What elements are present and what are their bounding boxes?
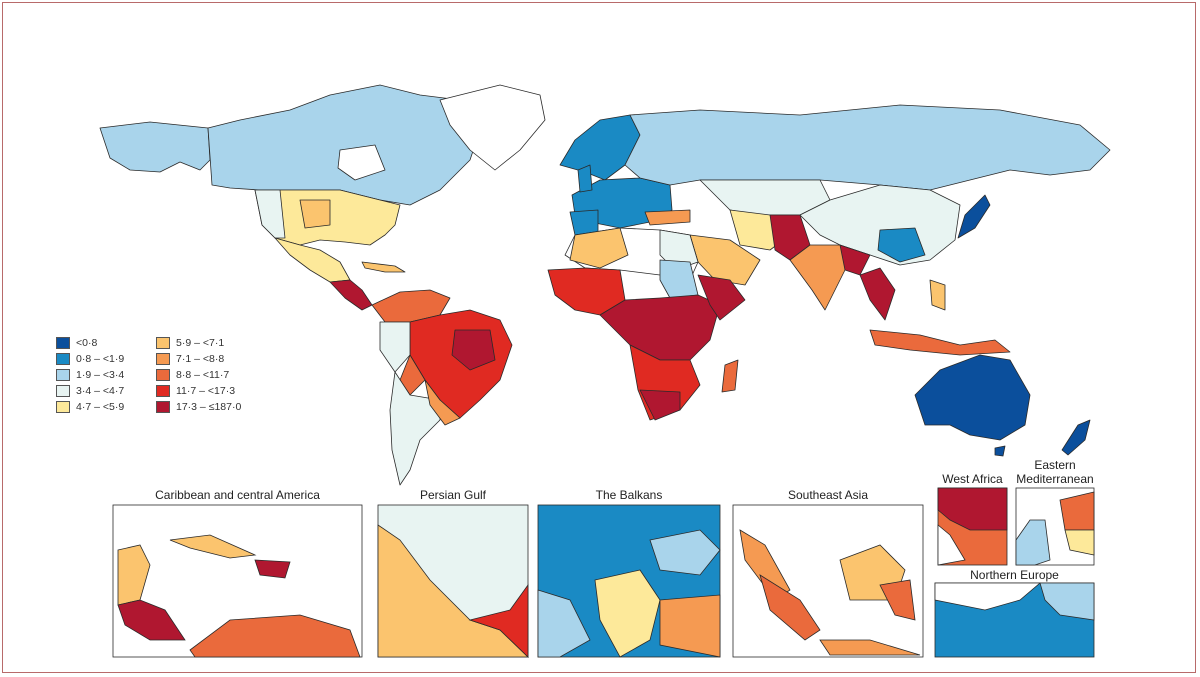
inset-caribbean-land	[117, 544, 151, 606]
region-new-zealand	[1061, 419, 1091, 456]
inset-balkans-italy	[537, 589, 591, 658]
inset-balkans-romania	[649, 529, 721, 576]
legend-label: 4·7 – <5·9	[76, 401, 125, 413]
legend-swatch	[56, 337, 70, 349]
legend-item: 17·3 – ≤187·0	[156, 399, 241, 415]
legend-item: 1·9 – <3·4	[56, 367, 124, 383]
legend-label: 3·4 – <4·7	[76, 385, 125, 397]
inset-sea-sulawesi	[879, 579, 916, 621]
legend-label: 8·8 – <11·7	[176, 369, 230, 381]
inset-title-northern-europe: Northern Europe	[970, 568, 1059, 582]
region-japan	[957, 194, 991, 239]
region-mexico	[274, 237, 351, 283]
region-central-america	[329, 279, 373, 311]
region-philippines	[929, 279, 946, 311]
region-madagascar	[721, 359, 739, 393]
legend-label: <0·8	[76, 337, 98, 349]
region-central-africa	[599, 294, 721, 361]
inset-eastmed-jordan	[1064, 529, 1095, 556]
region-south-africa	[639, 389, 681, 421]
legend-label: 5·9 – <7·1	[176, 337, 225, 349]
legend-item: 5·9 – <7·1	[156, 335, 241, 351]
legend-swatch	[156, 401, 170, 413]
region-iberia	[569, 209, 599, 236]
region-chile-argentina	[389, 371, 441, 486]
inset-sea-java	[819, 639, 921, 656]
legend-label: 11·7 – <17·3	[176, 385, 236, 397]
region-paraguay-uruguay	[424, 379, 461, 426]
region-hudson-bay	[337, 144, 386, 181]
inset-caribbean-central	[117, 599, 186, 641]
inset-eastmed-israel	[1015, 519, 1051, 566]
inset-westafrica-sea	[937, 524, 966, 566]
legend-swatch	[156, 385, 170, 397]
legend-label: 7·1 – <8·8	[176, 353, 225, 365]
legend-label: 0·8 – <1·9	[76, 353, 125, 365]
legend-label: 17·3 – ≤187·0	[176, 401, 242, 413]
inset-title-eastern-mediterranean: Eastern Mediterranean	[1010, 458, 1100, 486]
legend-item: 7·1 – <8·8	[156, 351, 241, 367]
region-greenland	[439, 84, 546, 171]
region-india	[789, 244, 851, 311]
inset-title-caribbean: Caribbean and central America	[155, 488, 320, 502]
legend-item: 4·7 – <5·9	[56, 399, 124, 415]
inset-westafrica-north	[937, 487, 1008, 531]
region-china-east	[877, 227, 926, 263]
region-australia	[914, 354, 1031, 441]
inset-balkans-south	[594, 569, 661, 658]
inset-title-balkans: The Balkans	[595, 488, 663, 502]
legend-swatch	[56, 369, 70, 381]
legend-item: 8·8 – <11·7	[156, 367, 241, 383]
region-indonesia	[869, 329, 1011, 356]
legend-label: 1·9 – <3·4	[76, 369, 125, 381]
inset-northeurope-baltic	[1039, 582, 1095, 621]
legend-swatch	[56, 401, 70, 413]
region-uk	[577, 164, 593, 193]
region-cuba	[361, 261, 406, 273]
inset-caribbean-hispaniola	[254, 559, 291, 579]
region-brazil-south	[451, 329, 496, 371]
inset-balkans-turkey	[659, 594, 721, 658]
legend-item: 11·7 – <17·3	[156, 383, 241, 399]
legend-item: <0·8	[56, 335, 124, 351]
region-scandinavia	[559, 114, 641, 181]
inset-title-eastern-mediterranean-text: Eastern Mediterranean	[1016, 458, 1094, 486]
region-tasmania	[994, 445, 1006, 457]
legend-swatch	[56, 353, 70, 365]
region-alaska	[99, 121, 211, 173]
legend-swatch	[156, 337, 170, 349]
legend-column-1: <0·8 0·8 – <1·9 1·9 – <3·4 3·4 – <4·7 4·…	[56, 335, 124, 415]
inset-title-west-africa: West Africa	[942, 472, 1003, 486]
inset-sea-sumatra	[759, 574, 821, 641]
legend-item: 3·4 – <4·7	[56, 383, 124, 399]
region-peru	[379, 321, 411, 373]
legend-item: 0·8 – <1·9	[56, 351, 124, 367]
region-indochina	[859, 267, 896, 321]
legend-swatch	[156, 353, 170, 365]
inset-caribbean-colombia	[189, 614, 361, 658]
legend-column-2: 5·9 – <7·1 7·1 – <8·8 8·8 – <11·7 11·7 –…	[156, 335, 241, 415]
legend-swatch	[156, 369, 170, 381]
region-algeria	[569, 227, 629, 269]
region-turkey	[644, 209, 691, 226]
region-usa-mid	[299, 199, 331, 229]
region-canada	[207, 84, 481, 206]
region-usa-west	[254, 189, 286, 239]
inset-title-persian-gulf: Persian Gulf	[419, 488, 487, 502]
inset-gulf-uae	[468, 583, 529, 658]
region-horn-africa	[697, 274, 746, 321]
inset-caribbean-cuba	[169, 534, 257, 559]
region-russia	[624, 104, 1111, 191]
legend-swatch	[56, 385, 70, 397]
inset-title-southeast-asia: Southeast Asia	[787, 488, 869, 502]
